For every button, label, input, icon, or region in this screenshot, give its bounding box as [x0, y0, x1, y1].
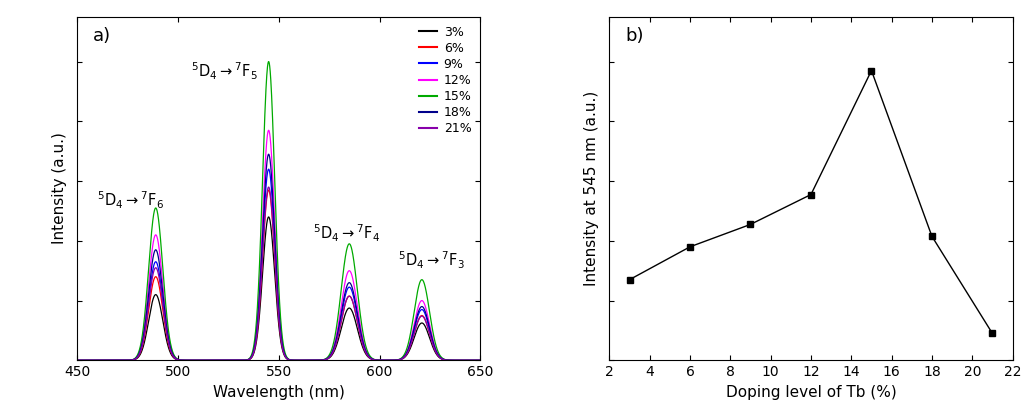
Text: $^5$D$_4$$\rightarrow$$^7$F$_5$: $^5$D$_4$$\rightarrow$$^7$F$_5$ [191, 61, 258, 83]
Text: b): b) [625, 27, 644, 45]
Legend: 3%, 6%, 9%, 12%, 15%, 18%, 21%: 3%, 6%, 9%, 12%, 15%, 18%, 21% [416, 23, 474, 138]
Text: $^5$D$_4$$\rightarrow$$^7$F$_6$: $^5$D$_4$$\rightarrow$$^7$F$_6$ [98, 189, 164, 211]
X-axis label: Wavelength (nm): Wavelength (nm) [213, 385, 344, 400]
Y-axis label: Intensity (a.u.): Intensity (a.u.) [51, 132, 67, 245]
Text: a): a) [94, 27, 111, 45]
Text: $^5$D$_4$$\rightarrow$$^7$F$_4$: $^5$D$_4$$\rightarrow$$^7$F$_4$ [313, 222, 380, 244]
Y-axis label: Intensity at 545 nm (a.u.): Intensity at 545 nm (a.u.) [584, 91, 599, 286]
X-axis label: Doping level of Tb (%): Doping level of Tb (%) [726, 385, 896, 400]
Text: $^5$D$_4$$\rightarrow$$^7$F$_3$: $^5$D$_4$$\rightarrow$$^7$F$_3$ [398, 249, 465, 271]
